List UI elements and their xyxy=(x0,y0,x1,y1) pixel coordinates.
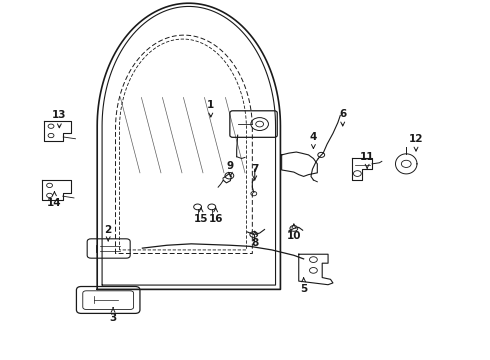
Text: 11: 11 xyxy=(360,152,374,168)
Text: 1: 1 xyxy=(207,100,215,117)
Text: 9: 9 xyxy=(227,161,234,176)
Text: 4: 4 xyxy=(310,132,317,148)
Text: 6: 6 xyxy=(339,109,346,126)
Text: 16: 16 xyxy=(208,208,223,224)
Text: 5: 5 xyxy=(300,278,307,294)
Text: 14: 14 xyxy=(47,192,62,208)
Text: 7: 7 xyxy=(251,164,258,180)
Text: 15: 15 xyxy=(194,208,208,224)
Text: 13: 13 xyxy=(52,111,67,128)
Text: 8: 8 xyxy=(251,231,258,248)
Text: 3: 3 xyxy=(109,307,117,323)
Text: 12: 12 xyxy=(409,134,423,151)
Text: 2: 2 xyxy=(104,225,112,241)
Text: 10: 10 xyxy=(287,224,301,240)
